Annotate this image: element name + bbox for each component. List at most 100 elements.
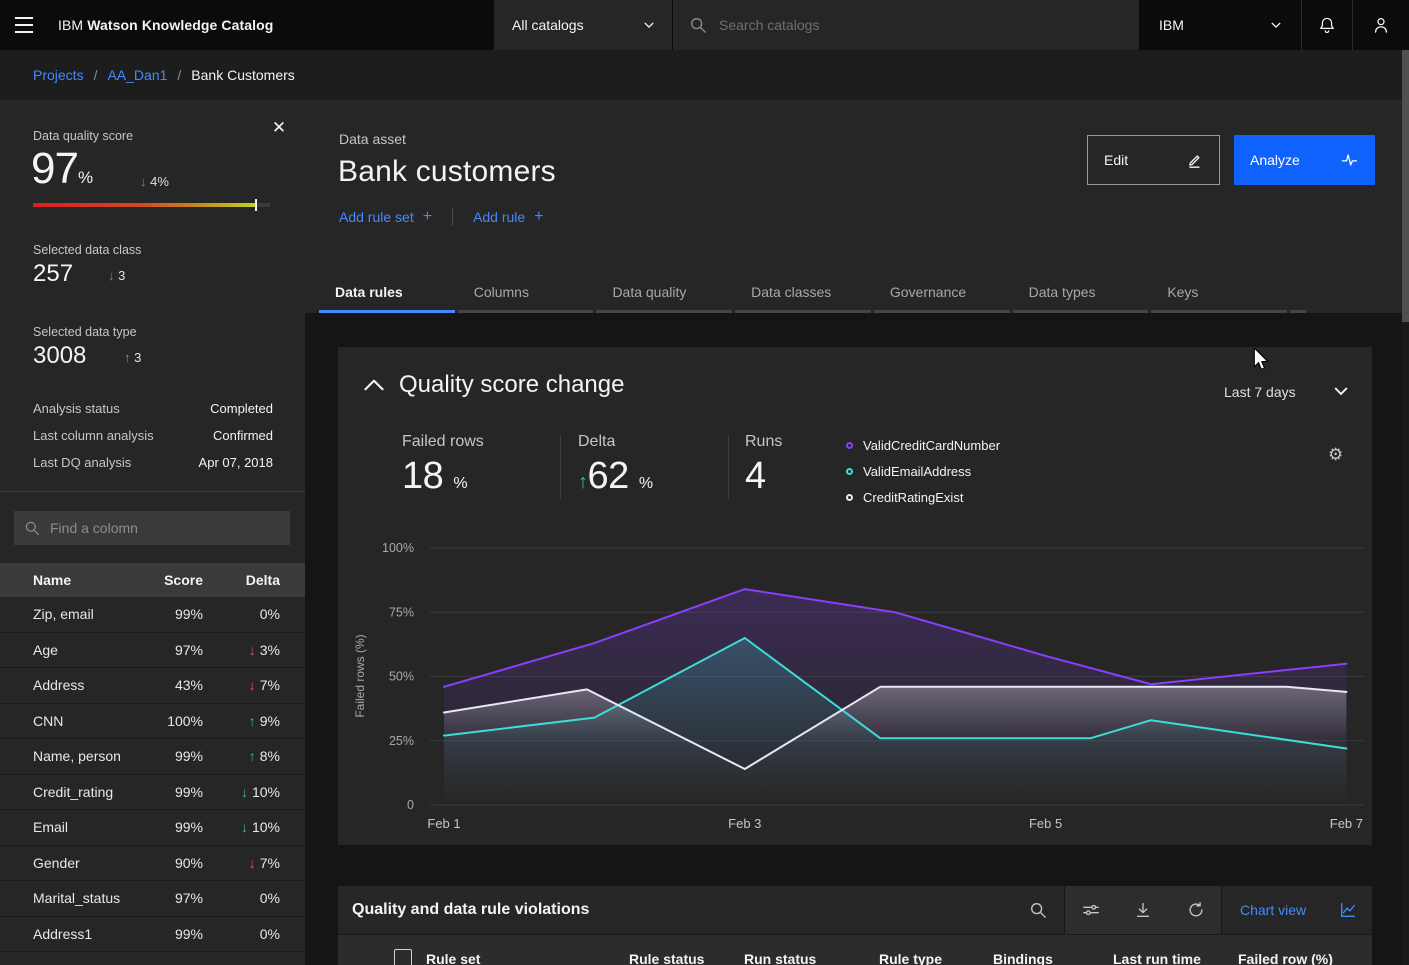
- delta-value: 7%: [259, 854, 280, 871]
- find-column-input[interactable]: [50, 520, 270, 536]
- gear-icon[interactable]: ⚙: [1328, 445, 1344, 464]
- download-icon[interactable]: [1127, 894, 1159, 926]
- app-title: IBM Watson Knowledge Catalog: [58, 17, 273, 33]
- analyze-button[interactable]: Analyze: [1234, 135, 1375, 185]
- table-row[interactable]: Email 99% ↓ 10%: [0, 810, 305, 846]
- column-score-table: Name Score Delta Zip, email 99% 0% Age 97% ↓ 3…: [0, 563, 305, 965]
- column-score: 100%: [167, 712, 203, 729]
- arrow-down-icon: ↓: [248, 854, 256, 871]
- menu-hamburger-icon[interactable]: [0, 0, 48, 50]
- user-profile-button[interactable]: [1352, 0, 1409, 50]
- column-table-header: Name Score Delta: [0, 563, 305, 597]
- analysis-label: Last DQ analysis: [33, 455, 132, 470]
- chevron-down-icon[interactable]: [1334, 385, 1348, 397]
- search-icon[interactable]: [1022, 894, 1054, 926]
- table-row[interactable]: Name, person 99% ↑ 8%: [0, 739, 305, 775]
- refresh-icon[interactable]: [1180, 894, 1212, 926]
- table-row[interactable]: Age 97% ↓ 3%: [0, 633, 305, 668]
- column-delta: ↓ 10%: [213, 819, 280, 835]
- delta-value: 7%: [259, 677, 280, 694]
- failed-rows-line-chart: 100% 75% 50% 25% 0 Failed rows (%) Feb 1 Feb 3 F…: [353, 541, 1364, 831]
- line-chart-icon[interactable]: [1332, 894, 1364, 926]
- table-row[interactable]: Marital_status 97% 0%: [0, 881, 305, 917]
- time-range-selector[interactable]: Last 7 days: [1224, 384, 1296, 400]
- chevron-up-icon[interactable]: [364, 377, 384, 393]
- col-header-score: Score: [164, 572, 203, 588]
- breadcrumb-item[interactable]: AA_Dan1: [107, 67, 168, 83]
- search-input[interactable]: [719, 17, 1099, 33]
- select-all-checkbox[interactable]: [394, 949, 412, 965]
- rule-links: Add rule set + Add rule +: [339, 208, 544, 226]
- close-icon[interactable]: ✕: [271, 118, 287, 137]
- column-score: 99%: [174, 748, 203, 765]
- svg-text:Failed rows (%): Failed rows (%): [353, 634, 367, 717]
- notifications-button[interactable]: [1301, 0, 1352, 50]
- arrow-down-icon: ↓: [240, 783, 248, 800]
- asset-header: Data asset Bank customers Add rule set + …: [305, 100, 1409, 313]
- table-row[interactable]: Address1 99% 0%: [0, 917, 305, 952]
- violations-col-header: Rule status: [629, 951, 705, 965]
- analysis-row: Last DQ analysis Apr 07, 2018: [33, 455, 273, 470]
- add-rule-set-link[interactable]: Add rule set +: [339, 208, 433, 225]
- tab-governance[interactable]: Governance: [873, 276, 1010, 313]
- tab-data-types[interactable]: Data types: [1012, 276, 1149, 313]
- series-line-CreditRatingExist: [443, 685, 1348, 770]
- tab-data-rules[interactable]: Data rules: [319, 276, 455, 313]
- legend-item[interactable]: ValidCreditCardNumber: [846, 432, 1000, 458]
- table-row[interactable]: Zip, email 99% 0%: [0, 597, 305, 633]
- breadcrumb-item[interactable]: Projects: [33, 67, 84, 83]
- column-score: 99%: [174, 606, 203, 623]
- data-type-delta: ↑ 3: [124, 350, 142, 365]
- legend-item[interactable]: CreditRatingExist: [846, 484, 1000, 510]
- delta-value: 0%: [259, 606, 280, 623]
- account-selector[interactable]: IBM: [1139, 0, 1301, 50]
- analysis-value: Apr 07, 2018: [198, 455, 273, 470]
- svg-text:0: 0: [407, 798, 414, 812]
- asset-tabs: Data rules Columns Data quality Data classe…: [319, 276, 1309, 313]
- delta-value: 9%: [259, 712, 280, 729]
- tab-data-quality[interactable]: Data quality: [596, 276, 733, 313]
- analysis-row: Analysis status Completed: [33, 401, 273, 416]
- filter-settings-icon[interactable]: [1075, 894, 1107, 926]
- scrollbar-thumb[interactable]: [1402, 50, 1409, 322]
- table-row[interactable]: CNN 100% ↑ 9%: [0, 704, 305, 739]
- bell-icon: [1320, 17, 1334, 34]
- column-score: 97%: [174, 890, 203, 907]
- data-type-value: 3008: [33, 342, 87, 369]
- divider: [452, 208, 454, 226]
- column-name: Address: [33, 677, 85, 694]
- svg-text:25%: 25%: [389, 734, 414, 748]
- column-score: 90%: [174, 854, 203, 871]
- column-delta: 0%: [213, 606, 280, 622]
- table-row[interactable]: Gender 90% ↓ 7%: [0, 846, 305, 881]
- svg-text:50%: 50%: [389, 670, 414, 684]
- tab-columns[interactable]: Columns: [457, 276, 594, 313]
- column-name: Gender: [33, 854, 80, 871]
- divider: [560, 435, 561, 499]
- edit-button[interactable]: Edit: [1087, 135, 1220, 185]
- add-rule-link[interactable]: Add rule +: [473, 208, 544, 225]
- legend-label: ValidCreditCardNumber: [863, 437, 1001, 453]
- stat-failed-rows: Failed rows 18 %: [402, 433, 484, 497]
- column-delta: ↑: [213, 961, 280, 965]
- tab-keys[interactable]: Keys: [1151, 276, 1288, 313]
- activity-icon: [1341, 154, 1358, 166]
- analysis-row: Last column analysis Confirmed: [33, 428, 273, 443]
- violations-col-header: Last run time: [1113, 951, 1201, 965]
- user-icon: [1374, 18, 1388, 33]
- legend-dot: [846, 493, 853, 501]
- legend-dot: [846, 441, 853, 449]
- table-row[interactable]: ↑: [0, 952, 305, 965]
- legend-item[interactable]: ValidEmailAddress: [846, 458, 1000, 484]
- column-delta: ↑ 8%: [213, 748, 280, 764]
- breadcrumb-separator: /: [93, 67, 98, 83]
- table-row[interactable]: Credit_rating 99% ↓ 10%: [0, 775, 305, 810]
- table-row[interactable]: Address 43% ↓ 7%: [0, 668, 305, 704]
- divider: [1221, 886, 1222, 934]
- tab-data-classes[interactable]: Data classes: [735, 276, 871, 313]
- col-header-name: Name: [33, 572, 72, 588]
- catalog-selector[interactable]: All catalogs: [494, 0, 672, 50]
- chevron-down-icon: [1271, 22, 1281, 29]
- chart-view-link[interactable]: Chart view: [1240, 902, 1307, 918]
